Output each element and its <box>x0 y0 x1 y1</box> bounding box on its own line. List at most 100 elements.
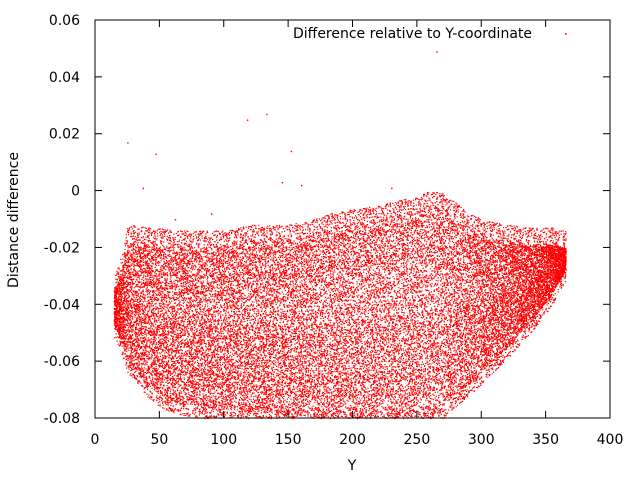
data-point <box>159 355 161 357</box>
data-point <box>114 287 116 289</box>
data-point <box>167 295 169 297</box>
data-point <box>136 338 138 340</box>
data-point <box>135 281 137 283</box>
data-point <box>120 291 122 293</box>
data-point <box>148 366 150 368</box>
data-point <box>116 301 118 303</box>
data-point <box>150 347 152 349</box>
data-point <box>152 323 154 325</box>
data-point <box>182 267 184 270</box>
data-point <box>114 299 116 301</box>
data-point <box>127 240 129 242</box>
data-point <box>175 264 178 266</box>
data-point <box>129 281 132 283</box>
data-point <box>164 364 166 366</box>
data-point <box>125 358 127 361</box>
data-point <box>146 306 149 308</box>
data-point <box>149 397 151 399</box>
data-point <box>118 308 120 310</box>
data-point <box>122 329 125 331</box>
data-point <box>127 304 129 306</box>
data-point <box>122 328 124 330</box>
data-point <box>181 380 183 383</box>
data-point <box>131 313 133 315</box>
data-point <box>119 336 121 339</box>
data-point <box>168 249 170 251</box>
data-point <box>117 301 119 303</box>
data-point <box>170 348 172 350</box>
data-point <box>140 323 142 326</box>
data-point <box>178 313 180 315</box>
data-point <box>125 319 127 321</box>
data-point <box>178 409 180 411</box>
data-point <box>183 293 186 295</box>
data-point <box>120 298 122 300</box>
data-point <box>151 276 153 278</box>
data-point <box>143 380 145 383</box>
data-point <box>152 333 154 335</box>
data-point <box>168 364 170 366</box>
data-point <box>180 347 182 349</box>
data-point <box>151 361 153 364</box>
data-point <box>154 241 156 243</box>
data-point <box>136 376 139 378</box>
data-point <box>161 287 163 289</box>
data-point <box>146 279 148 281</box>
data-point <box>152 257 154 259</box>
data-point <box>145 307 147 309</box>
data-point <box>157 340 160 342</box>
data-point <box>117 311 119 313</box>
data-point <box>134 243 136 245</box>
data-point <box>168 260 170 263</box>
data-point <box>119 314 121 316</box>
data-point <box>132 311 134 313</box>
data-point <box>170 327 172 330</box>
data-point <box>140 371 142 373</box>
data-point <box>179 316 181 318</box>
data-point <box>149 264 151 266</box>
data-point <box>175 287 177 289</box>
data-point <box>171 313 174 315</box>
data-point <box>137 352 139 354</box>
data-point <box>136 369 138 371</box>
data-point <box>166 262 168 264</box>
data-point <box>132 301 134 303</box>
data-point <box>127 253 129 255</box>
data-point <box>153 259 155 261</box>
data-point <box>132 251 134 253</box>
data-point <box>117 287 119 289</box>
data-point <box>148 357 150 359</box>
data-point <box>129 261 131 263</box>
data-point <box>181 363 183 366</box>
data-point <box>159 246 161 248</box>
data-point <box>134 349 136 351</box>
data-point <box>176 294 179 296</box>
data-point <box>173 253 175 255</box>
data-point <box>135 284 137 286</box>
data-point <box>133 290 135 292</box>
data-point <box>127 340 129 342</box>
data-point <box>151 356 153 358</box>
data-point <box>144 320 146 322</box>
data-point <box>140 256 142 259</box>
data-point <box>115 308 117 310</box>
data-point <box>132 260 134 262</box>
data-point <box>163 241 165 243</box>
data-point <box>139 296 141 298</box>
data-point <box>119 275 121 277</box>
data-point <box>179 259 182 261</box>
data-point <box>115 322 117 324</box>
data-point <box>124 248 126 250</box>
data-point <box>155 380 158 382</box>
data-point <box>134 298 136 300</box>
data-point <box>154 230 156 232</box>
data-point <box>164 256 166 258</box>
data-point <box>161 327 163 329</box>
data-point <box>158 255 160 257</box>
data-point <box>147 293 149 295</box>
data-point <box>143 311 145 313</box>
data-point <box>137 365 139 367</box>
data-point <box>125 253 127 255</box>
data-point <box>121 330 123 333</box>
data-point <box>126 341 128 343</box>
